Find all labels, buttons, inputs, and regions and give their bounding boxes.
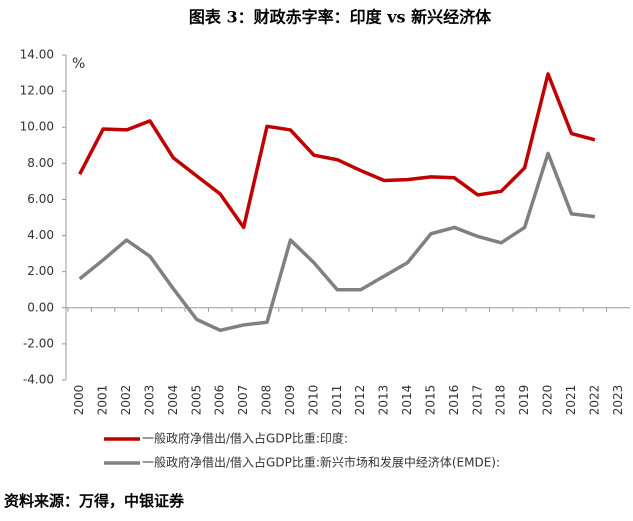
x-tick-label: 2005	[189, 385, 203, 416]
y-tick-label: -2.00	[23, 336, 54, 350]
y-tick-label: 4.00	[27, 228, 54, 242]
y-tick-label: 12.00	[20, 84, 54, 98]
x-tick-label: 2016	[447, 385, 461, 416]
x-tick-label: 2022	[587, 385, 601, 416]
x-tick-label: 2014	[400, 385, 414, 416]
x-tick-label: 2021	[564, 385, 578, 416]
x-tick-label: 2009	[283, 385, 297, 416]
x-tick-label: 2004	[166, 385, 180, 416]
x-tick-label: 2015	[423, 385, 437, 416]
x-tick-label: 2023	[611, 385, 625, 416]
legend-label: 一般政府净借出/借入占GDP比重:印度:	[142, 431, 348, 446]
x-tick-label: 2003	[142, 385, 156, 416]
x-tick-label: 2019	[517, 385, 531, 416]
legend-label: 一般政府净借出/借入占GDP比重:新兴市场和发展中经济体(EMDE):	[142, 455, 500, 470]
x-tick-label: 2008	[260, 385, 274, 416]
y-tick-label: 10.00	[20, 120, 54, 134]
x-tick-label: 2002	[119, 385, 133, 416]
y-tick-label: 2.00	[27, 264, 54, 278]
series-line	[78, 151, 596, 333]
x-tick-label: 2018	[494, 385, 508, 416]
x-tick-label: 2007	[236, 385, 250, 416]
chart-title: 图表 3：财政赤字率：印度 vs 新兴经济体	[189, 8, 492, 27]
x-tick-label: 2020	[541, 385, 555, 416]
y-tick-label: 14.00	[20, 48, 54, 62]
x-tick-label: 2001	[96, 385, 110, 416]
y-tick-label: 8.00	[27, 156, 54, 170]
y-tick-label: 0.00	[27, 300, 54, 314]
x-tick-label: 2012	[353, 385, 367, 416]
x-tick-label: 2013	[377, 385, 391, 416]
unit-label: %	[72, 56, 85, 72]
y-tick-label: 6.00	[27, 192, 54, 206]
x-tick-label: 2010	[306, 385, 320, 416]
source: 资料来源：万得，中银证券	[4, 492, 185, 510]
x-tick-label: 2006	[213, 385, 227, 416]
x-tick-label: 2017	[470, 385, 484, 416]
series-line	[78, 72, 596, 230]
x-tick-label: 2000	[72, 385, 86, 416]
x-tick-label: 2011	[330, 385, 344, 416]
y-tick-label: -4.00	[23, 373, 54, 387]
